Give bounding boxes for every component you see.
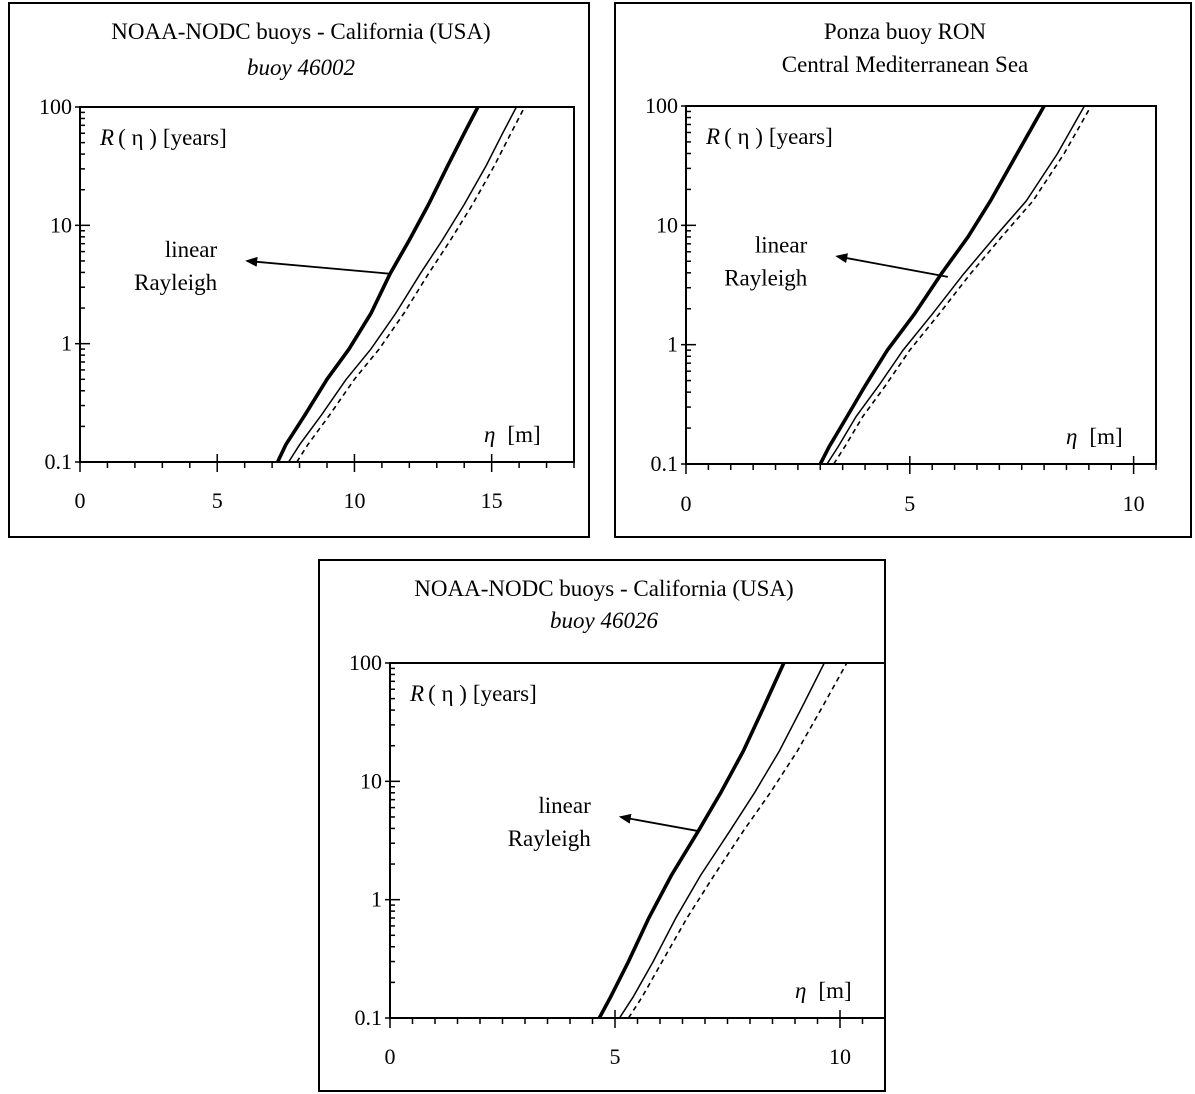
- chart-panel-buoy-46026: NOAA-NODC buoys - California (USA) buoy 4…: [318, 559, 886, 1092]
- annotation-arrow: [245, 256, 391, 275]
- y-axis-label: R( η ) [years]: [705, 124, 833, 149]
- x-axis-label: η [m]: [795, 978, 852, 1003]
- y-tick-label: 100: [645, 93, 678, 118]
- x-axis-label-symbol: η: [795, 978, 806, 1003]
- y-axis-label-arg: ( η ): [118, 125, 157, 150]
- annotation-arrow: [618, 813, 699, 832]
- y-tick-label: 0.1: [651, 451, 679, 476]
- chart-svg: NOAA-NODC buoys - California (USA) buoy 4…: [39, 19, 575, 513]
- x-tick-label: 10: [829, 1044, 851, 1069]
- y-tick-label: 0.1: [45, 449, 73, 474]
- y-tick-label: 1: [667, 332, 678, 357]
- series-line-dashed: [627, 662, 848, 1019]
- y-axis-label-arg: ( η ): [724, 124, 763, 149]
- series-line-thick: [818, 105, 1046, 465]
- chart-title: NOAA-NODC buoys - California (USA): [111, 19, 490, 44]
- y-tick-label: 1: [61, 331, 72, 356]
- chart-panel-buoy-46002: NOAA-NODC buoys - California (USA) buoy 4…: [8, 2, 590, 538]
- series-line-thick: [275, 106, 480, 463]
- y-tick-label: 10: [50, 212, 72, 237]
- annotation-text-line1: linear: [165, 237, 218, 262]
- plot-frame: [389, 662, 886, 1019]
- x-axis-label-symbol: η: [1066, 424, 1077, 449]
- x-axis-label-symbol: η: [484, 422, 495, 447]
- y-axis-label-unit: [years]: [769, 124, 833, 149]
- x-tick-label: 15: [481, 488, 503, 513]
- plot-frame: [685, 105, 1157, 465]
- annotation-arrow: [835, 253, 949, 278]
- series-line-thick: [597, 662, 786, 1019]
- chart-panel-ponza-buoy: Ponza buoy RON Central Mediterranean Sea 0…: [614, 2, 1192, 538]
- x-tick-label: 5: [610, 1044, 621, 1069]
- x-tick-label: 5: [212, 488, 223, 513]
- y-axis-label-unit: [years]: [473, 681, 537, 706]
- y-tick-label: 1: [371, 887, 382, 912]
- x-axis-label-unit: [m]: [818, 978, 851, 1003]
- chart-subtitle: Central Mediterranean Sea: [782, 52, 1029, 77]
- series-line-dashed: [296, 106, 526, 463]
- x-tick-label: 0: [75, 488, 86, 513]
- x-axis-label-unit: [m]: [1089, 424, 1122, 449]
- annotation-text-line2: Rayleigh: [724, 265, 808, 290]
- series-line-thin: [618, 662, 825, 1019]
- chart-svg: NOAA-NODC buoys - California (USA) buoy 4…: [349, 576, 886, 1069]
- chart-title: NOAA-NODC buoys - California (USA): [414, 576, 793, 601]
- y-axis-label-symbol: R: [99, 125, 114, 150]
- x-axis-label-unit: [m]: [507, 422, 540, 447]
- chart-svg: Ponza buoy RON Central Mediterranean Sea 0…: [645, 19, 1157, 516]
- annotation-text-line2: Rayleigh: [134, 270, 218, 295]
- y-axis-label-symbol: R: [409, 681, 424, 706]
- x-axis-label: η [m]: [1066, 424, 1123, 449]
- x-tick-label: 5: [904, 491, 915, 516]
- chart-subtitle: buoy 46026: [550, 608, 658, 633]
- y-tick-label: 100: [349, 650, 382, 675]
- chart-subtitle: buoy 46002: [247, 55, 355, 80]
- y-axis-label-arg: ( η ): [428, 681, 467, 706]
- y-tick-label: 10: [360, 768, 382, 793]
- y-tick-label: 0.1: [355, 1005, 383, 1030]
- y-axis-label-unit: [years]: [163, 125, 227, 150]
- y-axis-label: R( η ) [years]: [409, 681, 537, 706]
- x-tick-label: 10: [343, 488, 365, 513]
- series-line-thin: [826, 105, 1086, 465]
- y-tick-label: 10: [656, 212, 678, 237]
- y-tick-label: 100: [39, 94, 72, 119]
- series-line-dashed: [833, 105, 1092, 465]
- y-axis-label-symbol: R: [705, 124, 720, 149]
- x-tick-label: 0: [385, 1044, 396, 1069]
- annotation-text-line1: linear: [755, 232, 808, 257]
- y-axis-label: R( η ) [years]: [99, 125, 227, 150]
- annotation-text-line1: linear: [538, 793, 591, 818]
- x-tick-label: 10: [1123, 491, 1145, 516]
- x-tick-label: 0: [681, 491, 692, 516]
- annotation-text-line2: Rayleigh: [508, 826, 592, 851]
- x-axis-label: η [m]: [484, 422, 541, 447]
- chart-title: Ponza buoy RON: [824, 19, 987, 44]
- series-line-thin: [287, 106, 518, 463]
